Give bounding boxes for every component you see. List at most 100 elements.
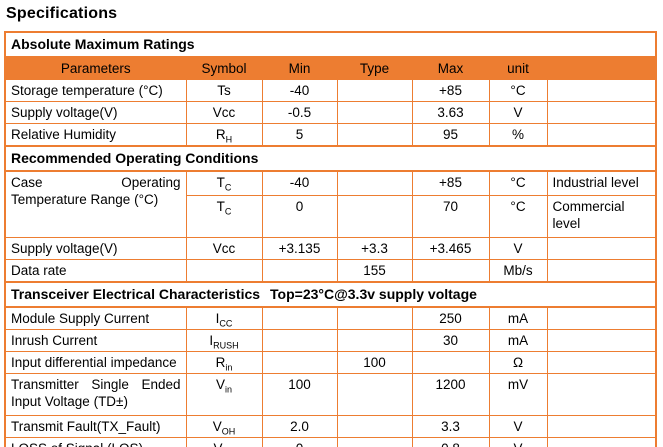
- symbol-main: V: [213, 441, 222, 447]
- symbol-main: Ts: [217, 83, 231, 98]
- page-title: Specifications: [6, 5, 118, 22]
- note-cell: Industrial level: [546, 170, 657, 196]
- max-cell: [411, 350, 490, 374]
- section-title: Recommended Operating Conditions: [4, 145, 657, 172]
- max-cell: 70: [411, 194, 490, 238]
- symbol-main: T: [216, 175, 225, 190]
- symbol-cell: Rin: [185, 350, 263, 374]
- col-header-type: Type: [336, 56, 413, 80]
- param-cell: Case Operating Temperature Range (°C): [4, 170, 187, 238]
- table-row-input-differential-impedance: Input differential impedance Rin 100 Ω: [4, 350, 657, 374]
- min-cell: -0.5: [261, 101, 338, 124]
- col-header-note: [546, 56, 657, 80]
- symbol-cell: Vcc: [185, 101, 263, 124]
- table-row-data-rate: Data rate 155 Mb/s: [4, 258, 657, 282]
- note-cell: [546, 350, 657, 374]
- type-cell: [336, 372, 413, 416]
- type-cell: 100: [336, 350, 413, 374]
- symbol-main: R: [215, 354, 226, 370]
- type-cell: [336, 123, 413, 147]
- symbol-sub: in: [225, 384, 233, 395]
- symbol-main: Vcc: [212, 240, 236, 256]
- section-title: Absolute Maximum Ratings: [4, 31, 657, 58]
- max-cell: 1200: [411, 372, 490, 416]
- min-cell: [261, 328, 338, 352]
- note-cell: [546, 236, 657, 260]
- unit-cell: mA: [488, 328, 548, 352]
- param-cell: Input differential impedance: [4, 350, 187, 374]
- table-row-case-temp-industrial: Case Operating Temperature Range (°C) TC…: [4, 170, 657, 238]
- symbol-sub: C: [224, 182, 232, 193]
- max-cell: 95: [411, 123, 490, 147]
- max-cell: 30: [411, 328, 490, 352]
- note-cell: [546, 372, 657, 416]
- symbol-sub: RUSH: [213, 340, 239, 351]
- symbol-main: I: [209, 332, 214, 348]
- symbol-main: T: [216, 198, 225, 214]
- section-row-absolute-maximum-ratings: Absolute Maximum Ratings: [4, 31, 657, 58]
- section-title: Transceiver Electrical Characteristics To…: [4, 280, 657, 308]
- symbol-sub: in: [225, 362, 233, 373]
- table-row-transmit-fault: Transmit Fault(TX_Fault) VOH 2.0 3.3 V: [4, 414, 657, 438]
- note-cell: [546, 258, 657, 282]
- unit-cell: Mb/s: [488, 258, 548, 282]
- param-cell: Data rate: [4, 258, 187, 282]
- symbol-main: I: [215, 310, 220, 326]
- min-cell: +3.135: [261, 236, 338, 260]
- param-cell: Module Supply Current: [4, 306, 187, 330]
- specifications-table: Absolute Maximum Ratings Parameters Symb…: [4, 31, 657, 447]
- symbol-cell: Ts: [185, 79, 263, 102]
- symbol-cell: Vin: [185, 372, 263, 416]
- unit-cell: mV: [488, 372, 548, 416]
- param-cell: Relative Humidity: [4, 123, 187, 147]
- max-cell: +85: [411, 170, 490, 196]
- param-cell: LOSS of Signal (LOS): [4, 436, 187, 447]
- note-cell: [546, 414, 657, 438]
- table-row-case-temp-commercial: TC 0 70 °C Commercial level: [5, 194, 657, 238]
- param-cell: Storage temperature (°C): [4, 79, 187, 102]
- col-header-max: Max: [411, 56, 490, 80]
- note-cell: Commercial level: [546, 194, 657, 238]
- unit-cell: °C: [488, 79, 548, 102]
- symbol-main: R: [215, 127, 226, 142]
- column-header-row: Parameters Symbol Min Type Max unit: [4, 56, 657, 80]
- symbol-cell: IRUSH: [185, 328, 263, 352]
- symbol-cell: [185, 258, 263, 282]
- table-row-inrush-current: Inrush Current IRUSH 30 mA: [4, 328, 657, 352]
- table-row-module-supply-current: Module Supply Current ICC 250 mA: [4, 306, 657, 330]
- type-cell: [336, 79, 413, 102]
- min-cell: [261, 350, 338, 374]
- unit-cell: mA: [488, 306, 548, 330]
- col-header-unit: unit: [488, 56, 548, 80]
- max-cell: 3.63: [411, 101, 490, 124]
- note-cell: [546, 328, 657, 352]
- param-cell: Supply voltage(V): [4, 101, 187, 124]
- min-cell: [261, 258, 338, 282]
- type-cell: +3.3: [336, 236, 413, 260]
- unit-cell: °C: [488, 194, 548, 238]
- unit-cell: V: [488, 236, 548, 260]
- symbol-cell: VOL: [185, 436, 263, 447]
- note-cell: [546, 101, 657, 124]
- type-cell: [336, 306, 413, 330]
- min-cell: [261, 306, 338, 330]
- param-cell: Supply voltage(V): [4, 236, 187, 260]
- type-cell: [336, 328, 413, 352]
- min-cell: 0: [261, 194, 338, 238]
- note-cell: [546, 79, 657, 102]
- unit-cell: %: [488, 123, 548, 147]
- type-cell: [336, 170, 413, 196]
- max-cell: [411, 258, 490, 282]
- symbol-sub: C: [224, 206, 232, 217]
- symbol-cell: ICC: [185, 306, 263, 330]
- table-row-storage-temperature: Storage temperature (°C) Ts -40 +85 °C: [4, 79, 657, 102]
- min-cell: 5: [261, 123, 338, 147]
- symbol-cell: Vcc: [185, 236, 263, 260]
- unit-cell: Ω: [488, 350, 548, 374]
- table-row-loss-of-signal: LOSS of Signal (LOS) VOL 0 0.8 V: [4, 436, 657, 447]
- table-row-supply-voltage-roc: Supply voltage(V) Vcc +3.135 +3.3 +3.465…: [4, 236, 657, 260]
- min-cell: 0: [261, 436, 338, 447]
- min-cell: 2.0: [261, 414, 338, 438]
- section-title-text: Transceiver Electrical Characteristics: [11, 285, 261, 302]
